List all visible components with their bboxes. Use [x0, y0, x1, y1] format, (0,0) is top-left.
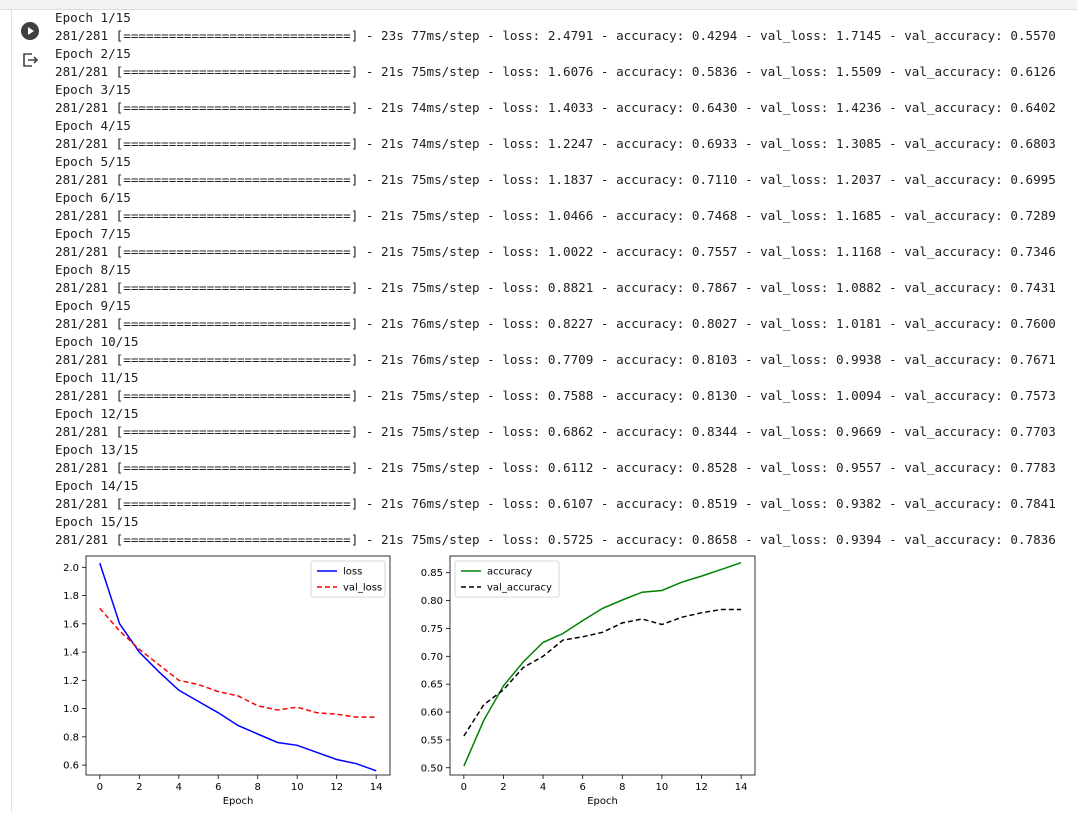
cell-output-log: Epoch 1/15 281/281 [=====================… [55, 9, 1056, 549]
training-progress-line: 281/281 [==============================]… [55, 64, 1056, 79]
y-tick-label: 0.6 [63, 761, 79, 772]
legend-label: val_accuracy [487, 583, 552, 594]
y-tick-label: 1.2 [63, 676, 79, 687]
series-line-accuracy [463, 561, 742, 767]
x-axis-label: Epoch [223, 796, 254, 807]
y-tick-label: 0.55 [421, 735, 443, 746]
y-tick-label: 0.60 [421, 708, 443, 719]
play-circle-icon [28, 27, 34, 35]
accuracy-chart: 0 2 4 6 8 10 12 14 0.50 0.55 0.60 0.65 0.70 0.75 0.80 0… [402, 550, 772, 816]
epoch-header-line: Epoch 12/15 [55, 406, 139, 421]
epoch-header-line: Epoch 9/15 [55, 298, 131, 313]
y-tick-label: 1.4 [63, 648, 79, 659]
x-tick-label: 2 [500, 782, 506, 793]
training-progress-line: 281/281 [==============================]… [55, 172, 1056, 187]
training-progress-line: 281/281 [==============================]… [55, 532, 1056, 547]
y-tick-label: 0.70 [421, 652, 443, 663]
epoch-header-line: Epoch 11/15 [55, 370, 139, 385]
y-tick-label: 0.75 [421, 624, 443, 635]
training-progress-line: 281/281 [==============================]… [55, 460, 1056, 475]
loss-chart-svg: 0 2 4 6 8 10 12 14 0.6 0.8 1.0 1.2 1.4 1.6 1.8 2.0 Epoch… [63, 555, 391, 807]
epoch-header-line: Epoch 3/15 [55, 82, 131, 97]
series-line-val_loss [99, 607, 377, 718]
x-tick-label: 6 [580, 782, 586, 793]
epoch-header-line: Epoch 13/15 [55, 442, 139, 457]
x-tick-label: 8 [619, 782, 625, 793]
y-tick-label: 0.8 [63, 732, 79, 743]
run-cell-button[interactable] [21, 22, 39, 40]
x-tick-label: 2 [136, 782, 142, 793]
notebook-toolbar-edge [0, 0, 1077, 10]
accuracy-chart-svg: 0 2 4 6 8 10 12 14 0.50 0.55 0.60 0.65 0.70 0.75 0.80 0… [421, 555, 756, 807]
x-tick-label: 4 [176, 782, 182, 793]
output-redirect-icon [23, 53, 39, 67]
training-progress-line: 281/281 [==============================]… [55, 496, 1056, 511]
legend-box [310, 560, 386, 598]
axes-frame [85, 555, 391, 776]
y-tick-label: 0.65 [421, 680, 443, 691]
epoch-header-line: Epoch 6/15 [55, 190, 131, 205]
y-tick-label: 1.0 [63, 704, 79, 715]
epoch-header-line: Epoch 1/15 [55, 10, 131, 25]
training-progress-line: 281/281 [==============================]… [55, 208, 1056, 223]
epoch-header-line: Epoch 7/15 [55, 226, 131, 241]
x-tick-label: 0 [461, 782, 467, 793]
loss-chart: 0 2 4 6 8 10 12 14 0.6 0.8 1.0 1.2 1.4 1.6 1.8 2.0 Epoch… [50, 550, 400, 816]
y-tick-label: 0.85 [421, 568, 443, 579]
legend-label: loss [343, 567, 362, 578]
x-tick-label: 10 [656, 782, 669, 793]
training-progress-line: 281/281 [==============================]… [55, 280, 1056, 295]
x-tick-label: 6 [215, 782, 221, 793]
training-progress-line: 281/281 [==============================]… [55, 100, 1056, 115]
epoch-header-line: Epoch 8/15 [55, 262, 131, 277]
x-tick-label: 8 [255, 782, 261, 793]
training-progress-line: 281/281 [==============================]… [55, 316, 1056, 331]
training-progress-line: 281/281 [==============================]… [55, 352, 1056, 367]
x-axis-label: Epoch [587, 796, 618, 807]
x-tick-label: 12 [695, 782, 708, 793]
epoch-header-line: Epoch 15/15 [55, 514, 139, 529]
training-progress-line: 281/281 [==============================]… [55, 424, 1056, 439]
x-tick-label: 4 [540, 782, 546, 793]
training-progress-line: 281/281 [==============================]… [55, 244, 1056, 259]
epoch-header-line: Epoch 10/15 [55, 334, 139, 349]
x-tick-label: 12 [330, 782, 343, 793]
x-tick-label: 14 [370, 782, 383, 793]
epoch-header-line: Epoch 14/15 [55, 478, 139, 493]
y-tick-label: 1.6 [63, 619, 79, 630]
training-progress-line: 281/281 [==============================]… [55, 388, 1056, 403]
x-tick-label: 10 [291, 782, 304, 793]
x-tick-label: 0 [97, 782, 103, 793]
axes-frame [449, 555, 756, 776]
epoch-header-line: Epoch 4/15 [55, 118, 131, 133]
training-progress-line: 281/281 [==============================]… [55, 136, 1056, 151]
x-tick-label: 14 [735, 782, 748, 793]
y-tick-label: 0.50 [421, 763, 443, 774]
legend-label: accuracy [487, 567, 532, 578]
epoch-header-line: Epoch 5/15 [55, 154, 131, 169]
legend-box [454, 560, 560, 598]
training-progress-line: 281/281 [==============================]… [55, 28, 1056, 43]
cell-gutter-divider [11, 10, 12, 812]
output-action-button[interactable] [21, 51, 39, 69]
series-line-loss [99, 562, 377, 772]
y-tick-label: 2.0 [63, 563, 79, 574]
series-line-val_accuracy [463, 608, 742, 737]
y-tick-label: 1.8 [63, 591, 79, 602]
epoch-header-line: Epoch 2/15 [55, 46, 131, 61]
y-tick-label: 0.80 [421, 596, 443, 607]
legend-label: val_loss [343, 583, 382, 594]
